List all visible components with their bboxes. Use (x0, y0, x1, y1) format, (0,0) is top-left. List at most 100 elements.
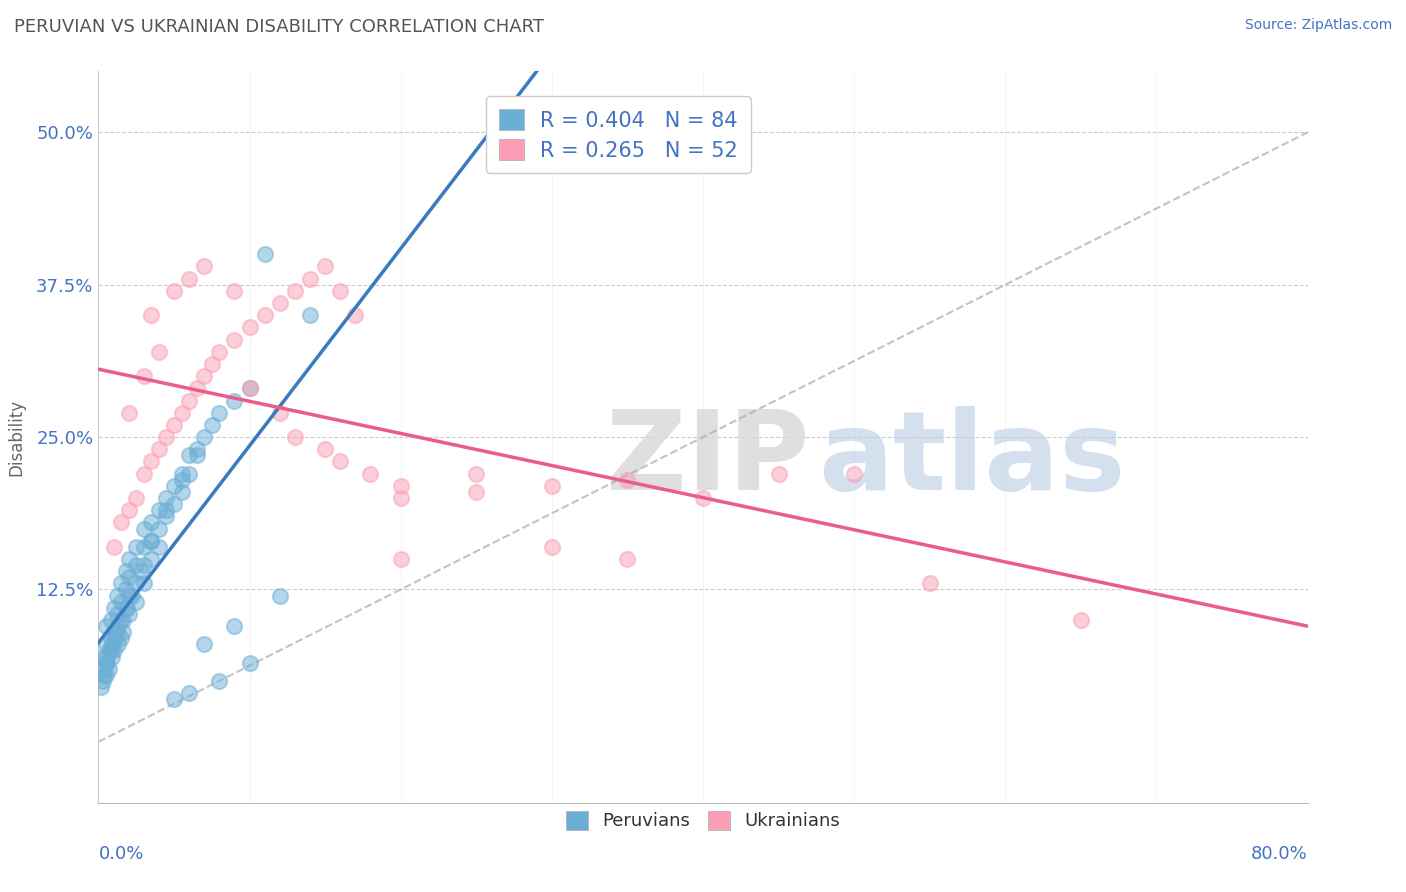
Point (170, 467, 193, 481)
Point (132, 369, 155, 384)
Point (314, 260, 336, 274)
Point (91, 662, 114, 676)
Point (179, 393, 201, 408)
Point (186, 381, 208, 395)
Point (314, 442, 336, 457)
Point (118, 607, 141, 621)
Point (193, 637, 215, 651)
Point (163, 417, 186, 432)
Point (110, 594, 132, 608)
Point (100, 613, 122, 627)
Point (179, 449, 201, 463)
Point (284, 430, 307, 444)
Point (129, 564, 152, 578)
Point (201, 357, 224, 371)
Point (94, 619, 117, 633)
Point (132, 467, 155, 481)
Point (100, 632, 122, 646)
Point (118, 503, 141, 517)
Point (692, 491, 714, 505)
Point (121, 589, 143, 603)
Point (115, 600, 138, 615)
Point (98, 662, 121, 676)
Point (118, 406, 141, 420)
Point (616, 552, 638, 566)
Point (844, 467, 866, 481)
Point (163, 692, 186, 706)
Text: Source: ZipAtlas.com: Source: ZipAtlas.com (1244, 18, 1392, 32)
Point (239, 320, 262, 334)
Point (110, 516, 132, 530)
Point (224, 284, 246, 298)
Point (141, 552, 163, 566)
Point (90, 680, 112, 694)
Point (253, 308, 276, 322)
Point (103, 600, 125, 615)
Point (114, 582, 136, 597)
Point (170, 485, 193, 500)
Point (94, 656, 117, 670)
Point (114, 564, 136, 578)
Point (239, 381, 262, 395)
Point (91, 649, 114, 664)
Point (103, 625, 125, 640)
Point (269, 406, 291, 420)
Text: 0.0%: 0.0% (98, 846, 143, 863)
Point (329, 454, 352, 468)
Point (98, 643, 121, 657)
Point (101, 649, 124, 664)
Point (193, 260, 215, 274)
Point (616, 473, 638, 487)
Point (141, 516, 163, 530)
Point (104, 632, 127, 646)
Point (170, 406, 193, 420)
Point (208, 673, 231, 688)
Point (105, 589, 128, 603)
Point (155, 491, 177, 505)
Text: atlas: atlas (818, 406, 1125, 513)
Point (105, 607, 128, 621)
Point (389, 552, 412, 566)
Point (125, 540, 148, 554)
Point (148, 540, 170, 554)
Point (163, 284, 186, 298)
Point (389, 479, 412, 493)
Point (125, 558, 148, 573)
Point (179, 271, 201, 285)
Point (224, 619, 246, 633)
Point (465, 485, 488, 500)
Point (224, 393, 246, 408)
Point (118, 570, 141, 584)
Point (186, 449, 208, 463)
Point (284, 284, 307, 298)
Point (141, 308, 163, 322)
Point (193, 430, 215, 444)
Point (91, 673, 114, 688)
Point (111, 613, 134, 627)
Point (155, 509, 177, 524)
Point (132, 540, 155, 554)
Point (918, 576, 941, 591)
Point (103, 643, 125, 657)
Point (179, 686, 201, 700)
Point (299, 308, 322, 322)
Point (329, 284, 352, 298)
Point (224, 333, 246, 347)
Point (163, 479, 186, 493)
Point (344, 308, 367, 322)
Point (239, 656, 262, 670)
Point (110, 613, 132, 627)
Point (269, 296, 291, 310)
Point (208, 406, 231, 420)
Point (103, 540, 125, 554)
Point (105, 625, 128, 640)
Text: ZIP: ZIP (606, 406, 810, 513)
Point (96, 656, 118, 670)
Point (540, 479, 562, 493)
Point (93, 667, 115, 682)
Point (148, 442, 170, 457)
Point (768, 467, 790, 481)
Point (155, 430, 177, 444)
Point (170, 473, 193, 487)
Point (107, 619, 129, 633)
